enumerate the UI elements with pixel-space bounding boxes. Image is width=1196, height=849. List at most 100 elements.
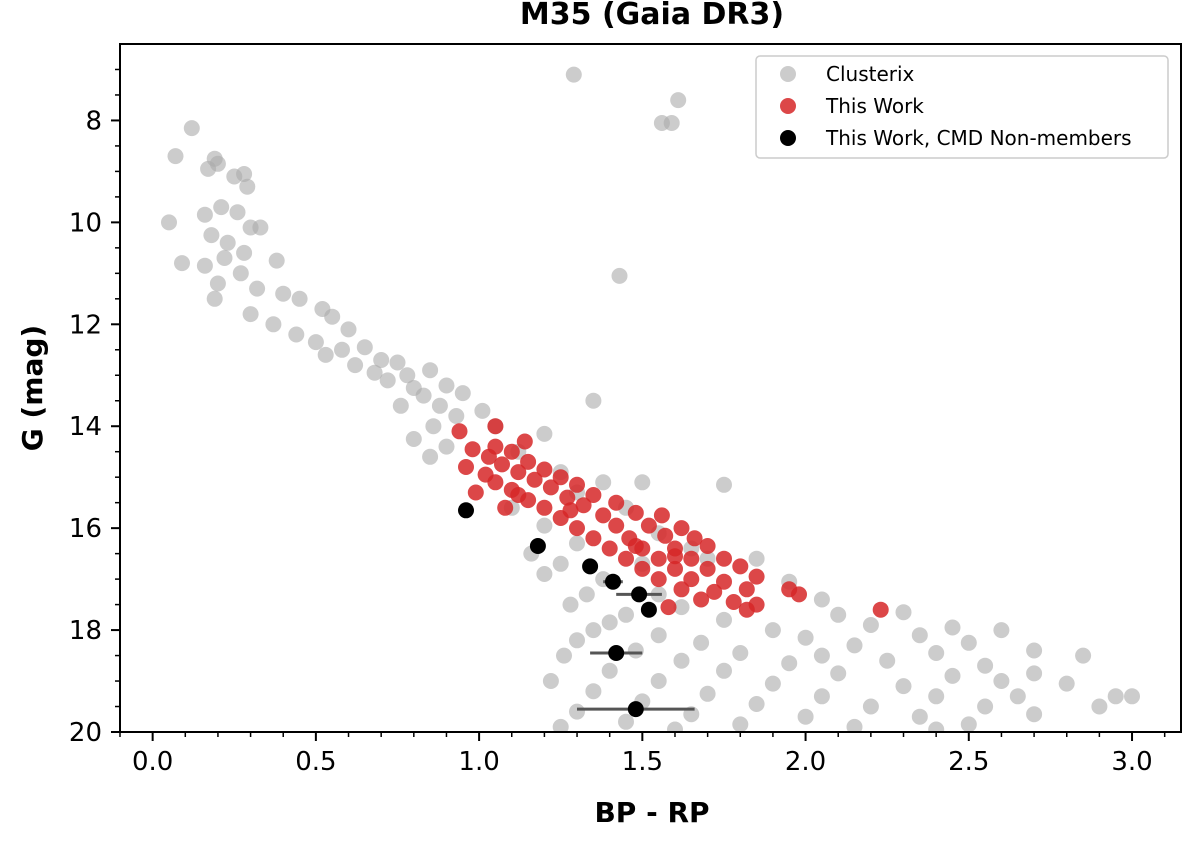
clusterix-point [928,688,945,705]
this-work-point [660,599,677,616]
non-member-point [458,502,474,519]
clusterix-point [650,673,667,689]
y-tick-label: 8 [85,106,102,136]
clusterix-point [288,326,305,343]
this-work-point [595,507,612,524]
clusterix-point [673,652,690,669]
this-work-point [608,517,625,534]
non-member-point [582,558,599,575]
clusterix-point [595,474,612,491]
x-tick-label: 1.0 [458,747,499,777]
clusterix-point [291,290,308,307]
this-work-point [738,601,755,618]
clusterix-point [392,397,409,414]
clusterix-point [307,334,324,351]
non-member-point [627,701,644,718]
this-work-point [634,560,651,577]
legend-marker [780,66,796,82]
this-work-point [748,568,765,585]
clusterix-point [415,387,432,404]
clusterix-point [693,634,710,651]
legend-label: This Work [825,94,924,118]
clusterix-point [699,685,716,702]
clusterix-point [203,227,220,244]
y-tick-label: 14 [69,412,102,442]
this-work-point [520,453,537,470]
clusterix-point [627,642,644,659]
y-tick-label: 10 [69,208,102,238]
clusterix-point [618,713,634,730]
clusterix-point [275,285,292,302]
clusterix-point [196,257,213,274]
clusterix-point [569,535,585,552]
clusterix-point [565,66,582,83]
clusterix-point [1058,675,1075,692]
clusterix-point [667,721,683,732]
clusterix-point [585,683,602,700]
this-work-point [627,538,644,554]
clusterix-point [895,604,912,621]
this-work-point [526,471,543,488]
clusterix-point [879,652,896,669]
this-work-point [657,527,674,544]
this-work-point [706,583,723,600]
this-work-point [458,459,474,475]
this-work-point [542,479,559,496]
this-work-point [575,497,592,514]
this-work-point [569,520,585,537]
clusterix-point [265,316,282,333]
data-points [161,66,1140,732]
clusterix-point [1026,642,1043,659]
this-work-point [673,581,690,598]
this-work-point [716,573,732,590]
clusterix-point [454,385,471,402]
clusterix-point [196,206,213,223]
clusterix-point [569,632,585,649]
clusterix-point [911,708,928,725]
this-work-point [627,504,644,521]
this-work-point [872,601,889,618]
this-work-point [667,548,683,565]
this-work-point [725,594,742,610]
clusterix-point [797,708,814,725]
clusterix-point [438,377,455,394]
clusterix-point [556,647,572,664]
clusterix-point [601,614,618,631]
clusterix-point [1107,688,1124,705]
clusterix-point [1091,698,1108,715]
clusterix-point [399,367,416,384]
clusterix-point [813,688,830,705]
legend-marker [780,98,796,114]
this-work-point [451,423,468,440]
clusterix-point [229,204,246,221]
clusterix-point [317,346,334,363]
clusterix-point [862,698,879,715]
clusterix-point [340,321,357,338]
clusterix-point [830,665,847,682]
clusterix-point [977,698,994,715]
this-work-point [467,484,484,501]
clusterix-point [578,586,595,603]
this-work-point [716,550,732,567]
clusterix-point [650,627,667,644]
non-member-point [640,601,657,618]
clusterix-point [797,629,814,646]
clusterix-point [209,275,226,292]
clusterix-point [716,662,732,679]
x-axis-title: BP - RP [594,796,709,829]
this-work-point [673,520,690,537]
clusterix-point [634,474,651,491]
this-work-point [497,499,514,516]
clusterix-point [448,408,465,424]
clusterix-point [366,364,383,381]
this-work-point [653,507,670,524]
clusterix-point [716,611,732,628]
chart-title: M35 (Gaia DR3) [520,0,784,32]
clusterix-point [373,352,390,368]
clusterix-point [960,716,977,732]
clusterix-point [862,617,879,633]
legend-label: Clusterix [826,62,915,86]
clusterix-point [732,645,749,661]
clusterix-point [431,397,448,414]
